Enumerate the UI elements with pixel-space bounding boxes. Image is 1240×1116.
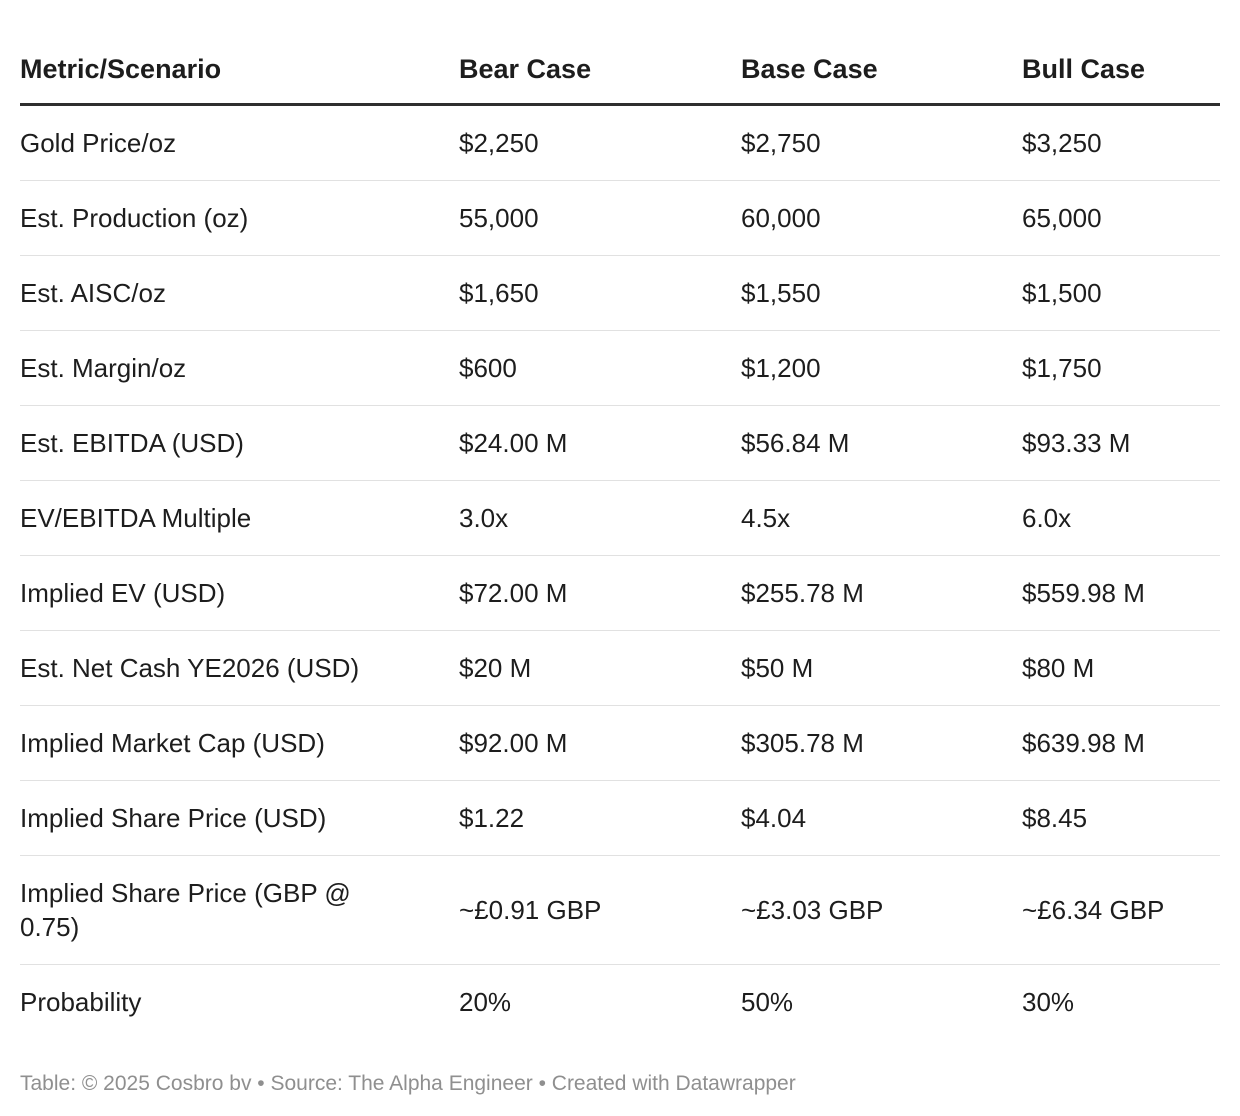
metric-cell: EV/EBITDA Multiple <box>20 480 459 556</box>
metric-cell: Implied Share Price (GBP @ 0.75) <box>20 855 459 965</box>
value-cell: ~£0.91 GBP <box>459 855 741 965</box>
value-cell: 50% <box>741 987 794 1017</box>
table-header-row: Metric/Scenario Bear Case Base Case Bull… <box>20 0 1220 106</box>
metric-cell: Implied EV (USD) <box>20 555 459 631</box>
table-row: Implied Share Price (USD) $1.22 $4.04 $8… <box>20 780 1220 856</box>
value-cell: $305.78 M <box>741 705 1022 781</box>
value-cell: $255.78 M <box>741 555 1022 631</box>
metric-cell: Est. Production (oz) <box>20 180 459 256</box>
metric-cell: Gold Price/oz <box>20 104 459 181</box>
metric-cell: Est. Margin/oz <box>20 330 459 406</box>
table-row: Implied Market Cap (USD) $92.00 M $305.7… <box>20 705 1220 781</box>
table-row: EV/EBITDA Multiple 3.0x 4.5x 6.0x <box>20 480 1220 556</box>
metric-cell: Probability <box>20 987 142 1017</box>
column-header-bull-case: Bull Case <box>1022 0 1220 106</box>
metric-cell: Est. AISC/oz <box>20 255 459 331</box>
value-cell: $56.84 M <box>741 405 1022 481</box>
value-cell: $1,650 <box>459 255 741 331</box>
value-cell: $1,550 <box>741 255 1022 331</box>
table-row: Est. Margin/oz $600 $1,200 $1,750 <box>20 330 1220 406</box>
value-cell: $4.04 <box>741 780 1022 856</box>
attribution: Table: © 2025 Cosbro bv • Source: The Al… <box>20 1072 796 1095</box>
value-cell: $1.22 <box>459 780 741 856</box>
table-row: Est. Net Cash YE2026 (USD) $20 M $50 M $… <box>20 630 1220 706</box>
column-header-base-case: Base Case <box>741 0 1022 106</box>
metric-cell: Est. Net Cash YE2026 (USD) <box>20 630 459 706</box>
value-cell: 65,000 <box>1022 180 1220 256</box>
value-cell: $3,250 <box>1022 104 1220 181</box>
scenario-comparison-table: Metric/Scenario Bear Case Base Case Bull… <box>20 0 1220 1039</box>
value-cell: $72.00 M <box>459 555 741 631</box>
table-row: Est. EBITDA (USD) $24.00 M $56.84 M $93.… <box>20 405 1220 481</box>
value-cell: $600 <box>459 330 741 406</box>
value-cell: ~£3.03 GBP <box>741 855 1022 965</box>
value-cell: $2,750 <box>741 104 1022 181</box>
value-cell: 60,000 <box>741 180 1022 256</box>
value-cell: $24.00 M <box>459 405 741 481</box>
value-cell: $20 M <box>459 630 741 706</box>
value-cell: $1,750 <box>1022 330 1220 406</box>
metric-cell: Est. EBITDA (USD) <box>20 405 459 481</box>
table-row: Implied EV (USD) $72.00 M $255.78 M $559… <box>20 555 1220 631</box>
value-cell: $2,250 <box>459 104 741 181</box>
value-cell: 30% <box>1022 987 1075 1017</box>
table-row: Probability 20% 50% 30% <box>20 965 1220 1040</box>
value-cell: $8.45 <box>1022 780 1220 856</box>
value-cell: ~£6.34 GBP <box>1022 855 1220 965</box>
table-row: Implied Share Price (GBP @ 0.75) ~£0.91 … <box>20 855 1220 965</box>
table-row: Est. AISC/oz $1,650 $1,550 $1,500 <box>20 255 1220 331</box>
value-cell: 4.5x <box>741 480 1022 556</box>
value-cell: $93.33 M <box>1022 405 1220 481</box>
value-cell: 3.0x <box>459 480 741 556</box>
column-header-bear-case: Bear Case <box>459 0 741 106</box>
metric-cell: Implied Market Cap (USD) <box>20 705 459 781</box>
value-cell: 55,000 <box>459 180 741 256</box>
metric-cell: Implied Share Price (USD) <box>20 780 459 856</box>
value-cell: $1,200 <box>741 330 1022 406</box>
column-header-metric: Metric/Scenario <box>20 0 459 106</box>
value-cell: $559.98 M <box>1022 555 1220 631</box>
value-cell: 20% <box>459 987 512 1017</box>
value-cell: $92.00 M <box>459 705 741 781</box>
value-cell: $639.98 M <box>1022 705 1220 781</box>
value-cell: $80 M <box>1022 630 1220 706</box>
table-row: Est. Production (oz) 55,000 60,000 65,00… <box>20 180 1220 256</box>
value-cell: $50 M <box>741 630 1022 706</box>
value-cell: 6.0x <box>1022 480 1220 556</box>
table-row: Gold Price/oz $2,250 $2,750 $3,250 <box>20 104 1220 181</box>
value-cell: $1,500 <box>1022 255 1220 331</box>
